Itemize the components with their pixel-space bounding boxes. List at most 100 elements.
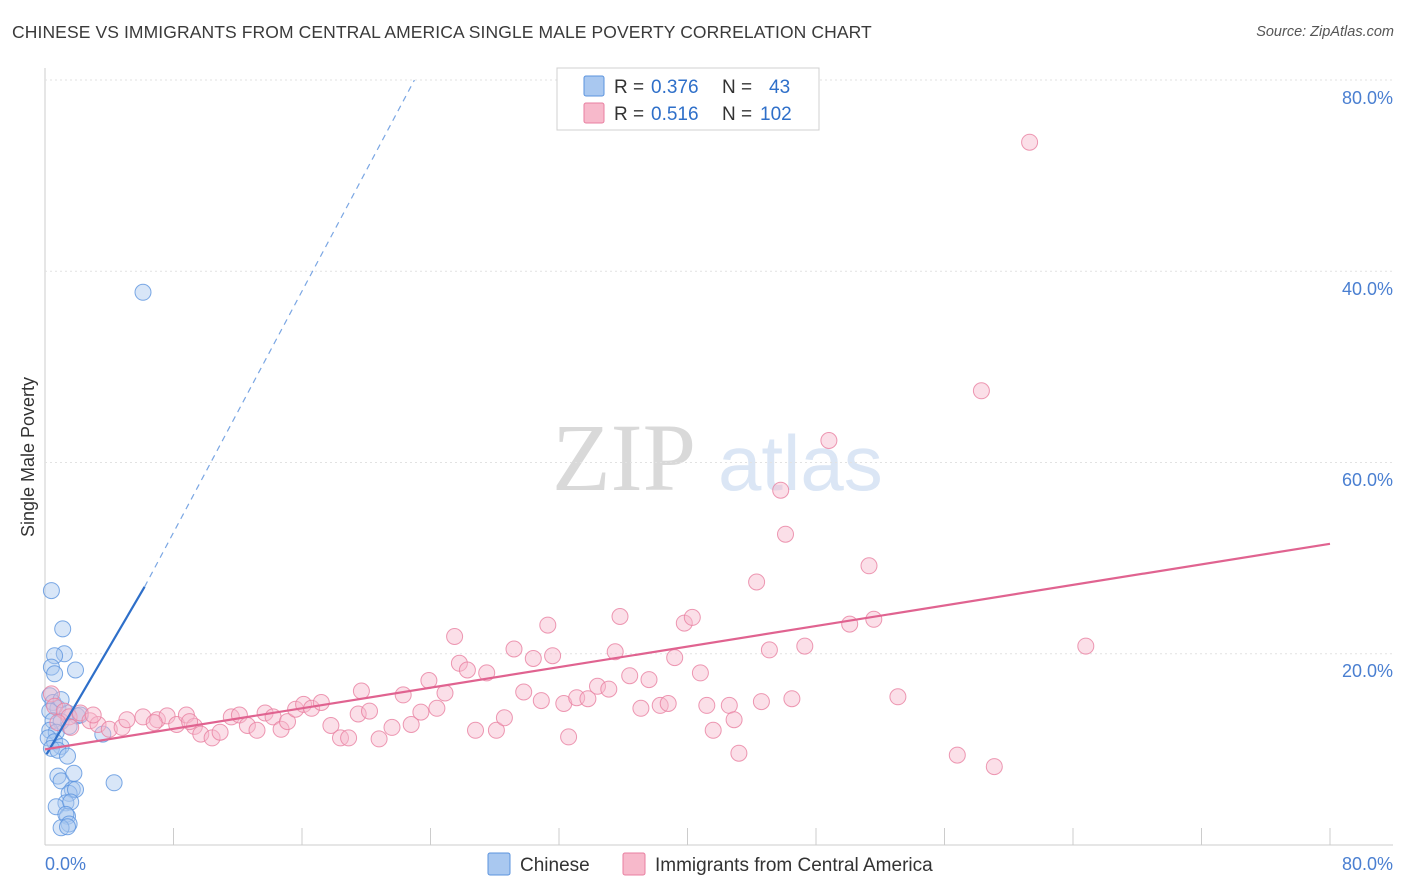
y-tick-label: 60.0% [1342, 470, 1393, 490]
data-point [730, 744, 748, 762]
data-point [352, 682, 370, 700]
data-point [487, 721, 505, 739]
data-point [777, 525, 794, 543]
data-point [544, 647, 562, 665]
data-point [632, 699, 650, 717]
data-point [436, 684, 454, 702]
data-point [860, 557, 878, 575]
data-point [145, 714, 163, 732]
data-point [752, 693, 770, 711]
data-point [402, 716, 420, 733]
data-point [539, 616, 557, 634]
data-point [192, 725, 210, 743]
x-ticks [173, 828, 1331, 845]
data-point [370, 730, 388, 748]
data-point [446, 628, 464, 645]
legend-r-value: 0.376 [651, 77, 699, 98]
data-point [54, 620, 72, 638]
data-point [59, 747, 76, 765]
series-layer [39, 133, 1095, 837]
series-central-america [42, 133, 1095, 776]
correlation-legend: R = 0.376 N = 43 R = 0.516 N = 102 [556, 67, 820, 131]
data-point [505, 640, 523, 658]
data-point [361, 702, 378, 720]
data-point [720, 696, 738, 714]
watermark-zip: ZIP [552, 404, 696, 511]
data-point [621, 667, 639, 685]
data-point [725, 711, 743, 729]
data-point [865, 610, 883, 628]
legend-n-value: 43 [769, 77, 790, 98]
data-point [532, 692, 550, 710]
data-point [683, 608, 701, 626]
data-point [57, 805, 75, 823]
data-point [796, 637, 814, 655]
data-point [606, 643, 624, 661]
data-point [659, 695, 677, 712]
data-point [948, 746, 966, 764]
data-point [600, 680, 618, 698]
data-point [41, 702, 59, 720]
bottom-legend-swatch-central-america [622, 852, 646, 876]
data-point [698, 696, 716, 714]
data-point [60, 815, 78, 833]
data-point [691, 664, 709, 682]
legend-swatch-central-america [583, 102, 605, 124]
chart-title: CHINESE VS IMMIGRANTS FROM CENTRAL AMERI… [12, 22, 872, 42]
y-tick-label: 20.0% [1342, 661, 1393, 681]
data-point [148, 711, 166, 729]
gridlines [45, 79, 1393, 655]
series-legend: Chinese Immigrants from Central America [487, 852, 933, 876]
chart-source: Source: ZipAtlas.com [1256, 24, 1394, 40]
data-point [458, 661, 476, 679]
data-point [889, 688, 907, 706]
data-point [640, 671, 658, 689]
data-point [340, 729, 358, 747]
bottom-legend-label-chinese: Chinese [520, 855, 590, 876]
data-point [611, 608, 629, 625]
y-tick-labels: 20.0% 40.0% 60.0% 80.0% [1342, 88, 1393, 681]
data-point [65, 764, 83, 782]
data-point [134, 708, 152, 726]
data-point [972, 382, 990, 400]
data-point [841, 615, 859, 633]
data-point [704, 721, 722, 739]
data-point [100, 720, 118, 738]
trend-layer [44, 79, 1331, 755]
legend-n-label: N = [722, 77, 752, 98]
y-tick-label: 40.0% [1342, 279, 1393, 299]
data-point [81, 712, 99, 730]
data-point [394, 686, 412, 704]
legend-n-value: 102 [760, 104, 792, 125]
data-point [279, 713, 296, 731]
data-point [52, 772, 70, 790]
bottom-legend-swatch-chinese [487, 852, 511, 876]
data-point [89, 716, 107, 733]
legend-swatch-chinese [583, 75, 605, 97]
y-tick-label: 80.0% [1342, 88, 1393, 108]
data-point [467, 721, 484, 739]
data-point [59, 818, 76, 836]
data-point [52, 819, 70, 837]
data-point [772, 481, 790, 499]
data-point [211, 723, 229, 741]
data-point [560, 728, 578, 746]
axes [44, 68, 1393, 846]
trend-line-central-america [44, 542, 1331, 751]
legend-r-label: R = [614, 77, 644, 98]
data-point [666, 649, 684, 667]
watermark: ZIP atlas [552, 404, 883, 511]
legend-r-label: R = [614, 104, 644, 125]
data-point [760, 641, 778, 659]
data-point [67, 661, 84, 679]
data-point [349, 705, 367, 723]
data-point [524, 650, 542, 667]
legend-n-label: N = [722, 104, 752, 125]
data-point [248, 721, 266, 739]
data-point [46, 647, 64, 665]
y-axis-label: Single Male Poverty [18, 377, 38, 537]
data-point [579, 690, 597, 708]
data-point [985, 758, 1003, 776]
data-point [46, 665, 64, 683]
data-point [105, 774, 123, 792]
